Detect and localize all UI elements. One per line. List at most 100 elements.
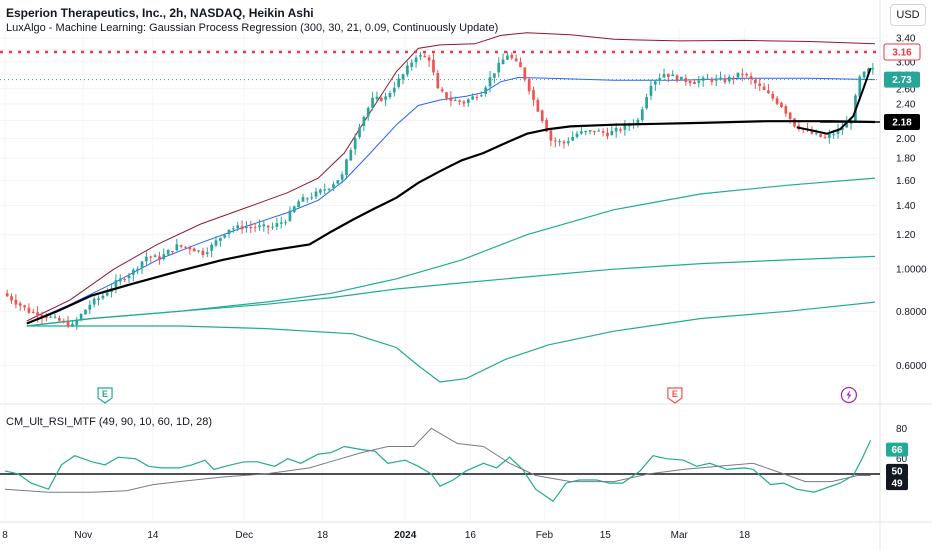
heikin-ashi-candles: [5, 51, 875, 330]
candle-down: [553, 140, 557, 142]
candle-up: [223, 235, 227, 238]
oscillator-value-label: [886, 463, 908, 478]
candle-up: [571, 136, 575, 141]
candle-up: [466, 99, 470, 103]
candle-down: [462, 101, 466, 104]
candle-up: [832, 134, 836, 136]
candle-up: [375, 96, 379, 99]
price-tick-label: 2.00: [896, 134, 916, 145]
candle-down: [192, 248, 196, 252]
candle-down: [240, 226, 244, 230]
candle-down: [545, 120, 548, 132]
candle-up: [471, 96, 474, 100]
candle-down: [723, 78, 727, 83]
earnings-badge: [667, 387, 683, 404]
indicator-legend[interactable]: LuxAlgo - Machine Learning: Gaussian Pro…: [6, 22, 499, 34]
candle-up: [362, 116, 366, 127]
candle-up: [597, 130, 601, 132]
candle-up: [53, 316, 57, 318]
candle-up: [214, 240, 218, 246]
candle-up: [680, 76, 683, 80]
candle-down: [31, 312, 35, 314]
candle-up: [114, 280, 118, 288]
candle-down: [23, 305, 26, 308]
time-tick-label: 2024: [394, 530, 417, 541]
candle-down: [819, 134, 822, 137]
candle-down: [667, 73, 670, 78]
time-tick-label: Mar: [671, 530, 689, 541]
candle-up: [506, 55, 509, 60]
earnings-marker[interactable]: E: [667, 387, 683, 404]
candle-up: [162, 254, 166, 260]
candle-up: [727, 76, 731, 82]
regression-price-label-text: 2.18: [892, 118, 912, 129]
candle-up: [836, 129, 840, 134]
candle-down: [253, 227, 257, 229]
candle-up: [479, 95, 483, 97]
candle-up: [279, 222, 283, 224]
price-tick-label: 1.40: [896, 201, 916, 212]
price-tick-label: 1.0000: [896, 265, 927, 276]
candle-up: [719, 77, 722, 80]
candle-up: [358, 127, 361, 138]
price-tick-label: 1.80: [896, 154, 916, 165]
price-tick-label: 0.8000: [896, 307, 927, 318]
earnings-marker[interactable]: E: [97, 387, 113, 404]
lightning-icon: [846, 390, 852, 400]
candle-up: [323, 189, 327, 191]
time-tick-label: Dec: [235, 530, 253, 541]
candle-up: [332, 184, 335, 188]
last-price-label: [884, 71, 920, 88]
time-tick-label: 8: [2, 530, 8, 541]
candle-up: [205, 252, 209, 254]
chart-title[interactable]: Esperion Therapeutics, Inc., 2h, NASDAQ,…: [6, 6, 314, 20]
candle-up: [697, 80, 701, 83]
candle-up: [262, 224, 266, 227]
candle-down: [593, 130, 596, 133]
candle-up: [558, 141, 561, 143]
series-line-gpr: [26, 120, 876, 325]
candle-down: [379, 97, 383, 101]
candle-up: [414, 57, 418, 63]
oscillator-legend[interactable]: CM_Ult_RSI_MTF (49, 90, 10, 60, 1D, 28): [6, 416, 213, 428]
candle-up: [118, 278, 122, 282]
candle-up: [92, 298, 96, 305]
oscillator-tick-label: 80: [896, 424, 908, 435]
candle-up: [349, 150, 353, 161]
currency-button[interactable]: USD: [890, 4, 926, 26]
candle-down: [123, 279, 126, 281]
price-overlays: [0, 50, 880, 325]
candle-up: [75, 319, 79, 325]
series-line-green-lower: [26, 301, 876, 383]
time-tick-label: 16: [465, 530, 477, 541]
series-line-upper: [26, 32, 876, 322]
candle-up: [153, 255, 157, 258]
price-tick-label: 1.20: [896, 230, 916, 241]
candle-down: [171, 251, 174, 253]
candle-up: [575, 133, 579, 137]
dividend-marker[interactable]: [840, 386, 858, 404]
candle-up: [623, 124, 627, 130]
price-tick-label: 2.40: [896, 99, 916, 110]
candle-down: [44, 315, 48, 318]
candle-down: [810, 130, 814, 134]
time-tick-label: 18: [317, 530, 329, 541]
candle-down: [601, 131, 605, 133]
candle-up: [245, 227, 248, 229]
candle-down: [693, 82, 696, 84]
oscillator-value-label-text: 50: [891, 466, 903, 477]
candle-up: [71, 323, 74, 326]
candle-up: [84, 309, 87, 315]
candle-down: [767, 90, 770, 94]
price-tick-label: 2.60: [896, 84, 916, 95]
candle-down: [527, 78, 531, 92]
candle-up: [841, 127, 844, 131]
candle-up: [588, 130, 592, 132]
candle-up: [371, 97, 374, 108]
price-tick-label: 0.6000: [896, 361, 927, 372]
candle-up: [232, 228, 235, 230]
candle-down: [784, 106, 788, 114]
candle-down: [562, 141, 566, 144]
